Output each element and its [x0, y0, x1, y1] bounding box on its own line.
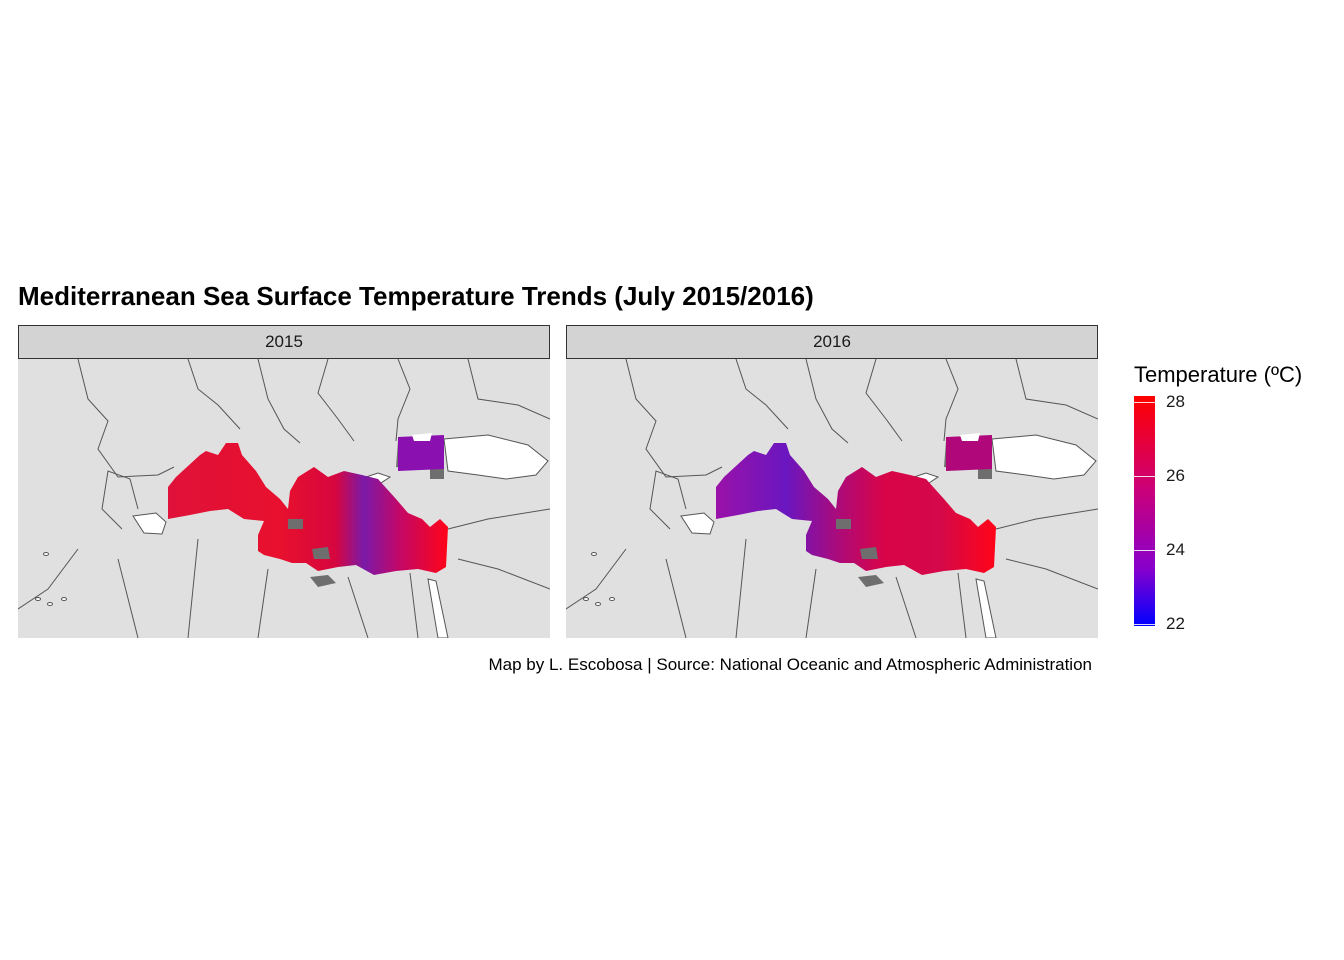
island: [609, 597, 615, 601]
country-border: [187, 359, 241, 430]
island: [583, 597, 589, 601]
country-border: [649, 470, 687, 530]
country-border: [625, 359, 723, 478]
no-data-sea: [860, 547, 878, 559]
sea-surface-temperature: [168, 443, 448, 575]
island: [47, 602, 53, 606]
island: [591, 552, 597, 556]
facet-strip-2016: 2016: [566, 325, 1098, 359]
country-border: [467, 359, 550, 420]
crimea-gap: [960, 433, 980, 441]
legend-tick: [1134, 476, 1155, 477]
country-border: [995, 508, 1098, 530]
chart-title: Mediterranean Sea Surface Temperature Tr…: [18, 281, 814, 311]
island: [595, 602, 601, 606]
no-data-sea: [288, 519, 303, 529]
country-border: [957, 572, 967, 638]
caption: Map by L. Escobosa | Source: National Oc…: [488, 655, 1092, 674]
country-border: [805, 359, 849, 444]
country-border: [665, 558, 687, 638]
country-border: [865, 359, 903, 442]
legend-colorbar: [1134, 396, 1155, 626]
map-2016: [566, 359, 1098, 638]
country-border: [566, 548, 627, 610]
country-border: [257, 359, 301, 444]
legend-label-26: 26: [1166, 466, 1185, 485]
country-border: [18, 548, 79, 610]
no-data-sea: [978, 469, 992, 479]
map-panel-2015: 2015: [18, 325, 550, 638]
open-water: [443, 434, 549, 480]
country-border: [457, 558, 550, 590]
country-border: [187, 538, 199, 638]
map-panel-2016: 2016: [566, 325, 1098, 638]
no-data-sea: [312, 547, 330, 559]
open-water: [132, 512, 167, 535]
island: [61, 597, 67, 601]
country-border: [317, 359, 355, 442]
land-background: [18, 359, 550, 638]
map-2015: [18, 359, 550, 638]
country-border: [117, 558, 139, 638]
island: [43, 552, 49, 556]
sea-surface-temperature: [716, 443, 996, 575]
country-border: [895, 576, 917, 638]
country-border: [409, 572, 419, 638]
country-border: [805, 568, 817, 638]
open-water: [991, 434, 1097, 480]
legend-tick: [1134, 624, 1155, 625]
country-border: [1015, 359, 1098, 420]
open-water: [427, 578, 449, 638]
country-border: [735, 538, 747, 638]
crimea-gap: [412, 433, 432, 441]
black-sea-temperature: [946, 435, 992, 471]
country-border: [101, 470, 139, 530]
legend-tick: [1134, 402, 1155, 403]
no-data-sea: [430, 469, 444, 479]
country-border: [395, 359, 411, 442]
land-background: [566, 359, 1098, 638]
no-data-sea: [836, 519, 851, 529]
open-water: [680, 512, 715, 535]
country-border: [1005, 558, 1098, 590]
black-sea-temperature: [398, 435, 444, 471]
country-border: [447, 508, 550, 530]
open-water: [975, 578, 997, 638]
legend-label-24: 24: [1166, 540, 1185, 559]
island: [35, 597, 41, 601]
facet-strip-2015: 2015: [18, 325, 550, 359]
country-border: [77, 359, 175, 478]
no-data-sea: [310, 575, 336, 587]
country-border: [257, 568, 269, 638]
legend-label-22: 22: [1166, 614, 1185, 633]
country-border: [943, 359, 959, 442]
legend-label-28: 28: [1166, 392, 1185, 411]
country-border: [347, 576, 369, 638]
legend-tick: [1134, 550, 1155, 551]
no-data-sea: [858, 575, 884, 587]
country-border: [735, 359, 789, 430]
legend-title: Temperature (ºC): [1134, 362, 1303, 387]
